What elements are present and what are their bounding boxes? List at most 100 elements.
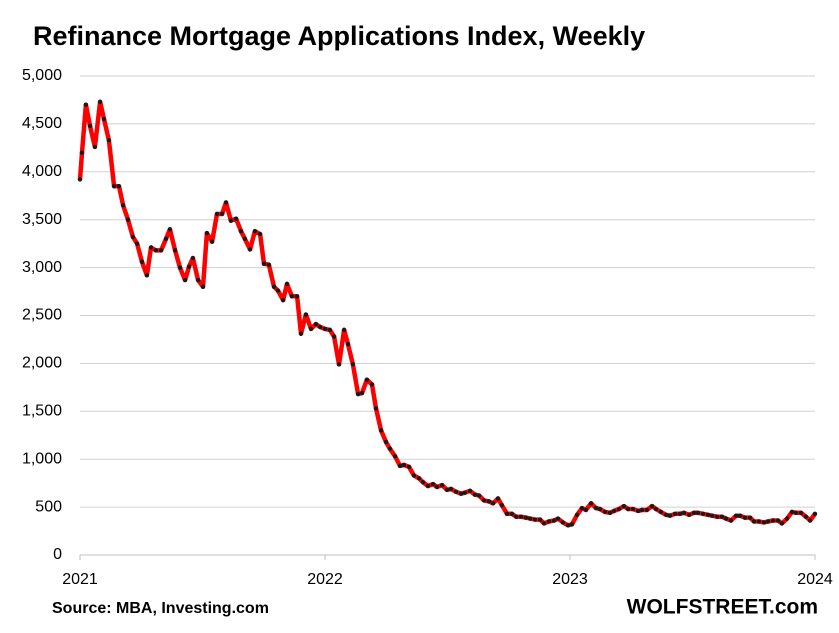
data-point [373, 406, 379, 411]
data-point [597, 506, 603, 512]
data-point [341, 327, 347, 333]
data-point [195, 277, 201, 283]
data-point [219, 211, 225, 217]
data-point [387, 446, 393, 451]
data-point [261, 261, 267, 266]
data-point [569, 522, 575, 527]
data-point [672, 511, 678, 517]
data-point [472, 492, 478, 497]
data-point [709, 513, 715, 518]
data-point [518, 514, 524, 519]
data-point [228, 218, 234, 223]
data-point [579, 505, 585, 511]
data-point [79, 150, 85, 155]
data-point [513, 514, 519, 519]
data-point [653, 506, 659, 512]
data-point [803, 514, 809, 519]
data-point [737, 513, 743, 518]
data-point [770, 518, 776, 523]
data-point [411, 473, 417, 478]
data-point [327, 327, 333, 333]
data-point [546, 519, 552, 524]
source-note: Source: MBA, Investing.com [52, 600, 269, 617]
data-point [686, 512, 692, 517]
data-point [490, 501, 496, 506]
data-point [101, 116, 107, 122]
data-point [182, 277, 188, 283]
data-point [177, 265, 183, 270]
data-point [134, 241, 140, 246]
data-point [97, 99, 103, 105]
data-point [425, 483, 431, 489]
data-point [106, 137, 112, 143]
data-point [784, 516, 790, 521]
data-point [130, 234, 136, 240]
data-point [714, 514, 720, 519]
data-point [364, 377, 370, 382]
data-point [509, 511, 515, 517]
data-point [607, 510, 613, 516]
data-point [527, 516, 533, 521]
data-point [789, 509, 795, 515]
data-point [639, 507, 645, 513]
data-point [574, 512, 580, 517]
data-point [541, 521, 547, 526]
data-point [186, 264, 192, 269]
data-point [523, 515, 529, 520]
data-point [139, 259, 145, 265]
data-point [144, 273, 150, 278]
data-point [467, 488, 473, 494]
x-tick-label: 2022 [307, 571, 343, 588]
data-point [172, 248, 178, 253]
data-point [667, 513, 673, 518]
data-point [532, 517, 538, 522]
data-point [345, 342, 351, 347]
data-point [303, 312, 309, 317]
data-point [481, 498, 487, 503]
data-point [555, 516, 561, 521]
data-point [266, 262, 272, 267]
data-point [719, 514, 725, 519]
data-point [434, 484, 440, 490]
data-point [298, 331, 304, 336]
y-tick-label: 500 [35, 498, 62, 515]
data-point [120, 203, 126, 208]
data-point [252, 228, 258, 234]
data-point [416, 476, 422, 481]
data-point [158, 248, 164, 253]
data-point [444, 487, 450, 493]
data-point [812, 511, 818, 517]
data-point [695, 510, 701, 516]
data-point [630, 506, 636, 512]
data-point [537, 517, 543, 522]
data-point [87, 123, 93, 129]
data-point [476, 493, 482, 498]
data-point [649, 503, 655, 509]
data-point [238, 228, 244, 234]
data-point [677, 511, 683, 517]
data-point [602, 509, 608, 515]
data-point [77, 177, 83, 182]
y-tick-label: 4,000 [22, 163, 62, 180]
data-point [111, 183, 117, 189]
data-point [658, 509, 664, 515]
data-point [462, 490, 468, 495]
y-tick-label: 2,500 [22, 307, 62, 324]
data-point [167, 227, 173, 232]
data-point [560, 520, 566, 525]
data-point [742, 515, 748, 520]
data-point [756, 519, 762, 524]
data-point [200, 284, 206, 289]
data-point [397, 463, 403, 469]
data-point [280, 297, 286, 303]
data-point [616, 506, 622, 512]
data-point [495, 496, 501, 501]
data-point [383, 439, 389, 445]
data-point [331, 334, 337, 339]
data-point [317, 324, 323, 330]
data-point [504, 511, 510, 517]
data-point [723, 516, 729, 521]
data-point [439, 482, 445, 488]
data-point [798, 510, 804, 516]
